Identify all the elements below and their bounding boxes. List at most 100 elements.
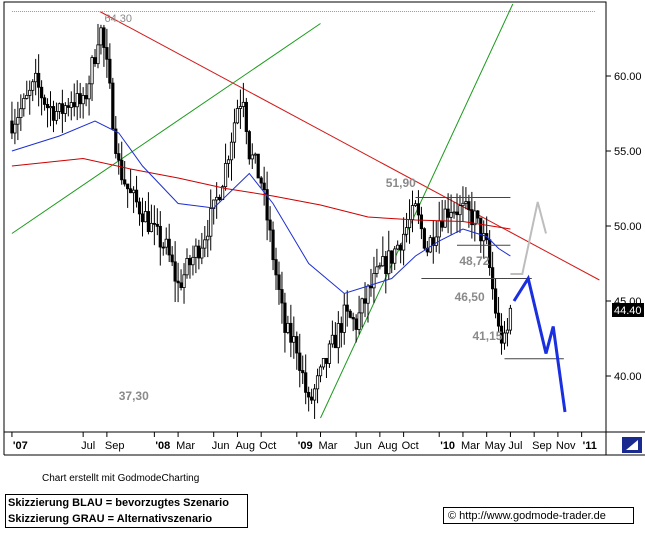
candle-body	[271, 229, 275, 261]
candle-body	[212, 199, 216, 209]
candle-body	[333, 334, 337, 349]
candle-body	[111, 82, 115, 130]
candle-body	[87, 83, 91, 100]
candle-body	[351, 317, 355, 320]
candle-body	[209, 208, 213, 237]
candle-body	[413, 203, 418, 206]
candle-body	[84, 95, 88, 100]
candle-body	[342, 304, 346, 333]
time-tick-label: '08	[155, 440, 170, 452]
time-tick-label: May	[485, 440, 506, 452]
candle-body	[473, 210, 477, 226]
time-tick-label: '07	[13, 440, 28, 452]
candle-body	[268, 219, 272, 231]
candle-body	[78, 93, 82, 105]
time-tick-label: Jun	[212, 440, 230, 452]
candle-body	[137, 201, 142, 215]
candle-body	[428, 237, 432, 253]
candle-body	[182, 274, 186, 288]
candle-body	[292, 336, 296, 343]
candle-body	[37, 72, 41, 88]
candle-body	[194, 245, 198, 258]
time-tick-label: '09	[298, 440, 313, 452]
candle-body	[10, 120, 14, 134]
candle-body	[120, 159, 124, 181]
candle-body	[117, 153, 121, 161]
scenario-blue-path	[512, 274, 567, 413]
candle-body	[129, 188, 133, 194]
trendline	[99, 11, 600, 281]
candle-body	[134, 189, 139, 203]
scenario-grey-path	[510, 201, 547, 275]
candle-body	[235, 108, 240, 124]
candle-body	[51, 106, 56, 121]
level-label: 41,15	[472, 329, 502, 343]
candle-body	[206, 235, 210, 241]
scroll-corner-icon[interactable]	[622, 437, 642, 453]
time-tick-label: Mar	[319, 440, 338, 452]
candle-body	[114, 128, 118, 154]
candle-body	[307, 391, 311, 398]
candle-body	[31, 81, 35, 91]
candle-body	[327, 343, 332, 364]
time-tick-label: Nov	[556, 440, 576, 452]
candle-body	[277, 274, 281, 290]
price-tick-label: 55.00	[614, 146, 642, 158]
candle-body	[72, 102, 76, 108]
candle-body	[505, 329, 510, 334]
candle-body	[298, 352, 302, 371]
candle-body	[440, 220, 444, 228]
candle-body	[286, 322, 290, 333]
price-tick-label: 60.00	[614, 71, 642, 83]
candle-body	[508, 307, 513, 331]
candle-body	[295, 336, 299, 354]
candle-body	[197, 245, 201, 259]
candle-body	[345, 304, 349, 312]
candle-body	[93, 57, 97, 65]
candle-body	[191, 256, 195, 266]
candle-body	[410, 205, 415, 220]
candle-body	[312, 388, 317, 401]
candle-body	[321, 357, 326, 368]
candle-body	[493, 288, 498, 314]
candle-body	[422, 228, 426, 249]
candle-body	[223, 163, 228, 188]
candle-body	[366, 285, 370, 304]
candle-body	[108, 58, 112, 84]
candle-body	[75, 93, 79, 108]
candle-body	[45, 104, 50, 109]
trendline	[320, 3, 514, 419]
candle-body	[387, 250, 391, 275]
candle-body	[185, 258, 189, 276]
candle-body	[155, 223, 159, 227]
candle-body	[393, 248, 397, 264]
candle-body	[363, 298, 367, 304]
candle-body	[40, 86, 44, 99]
candle-body	[301, 370, 305, 374]
candle-body	[348, 310, 352, 318]
candle-body	[452, 211, 456, 214]
time-tick-label: Jul	[508, 440, 522, 452]
candle-body	[375, 266, 379, 274]
candle-body	[402, 233, 406, 251]
scenario-legend: Skizzierung BLAU = bevorzugtes Szenario …	[5, 494, 248, 528]
candle-body	[404, 227, 409, 235]
candle-body	[176, 280, 180, 284]
candle-body	[188, 258, 192, 266]
candle-body	[396, 244, 400, 250]
candle-body	[419, 214, 424, 230]
candle-body	[200, 247, 204, 259]
candle-body	[449, 212, 453, 218]
time-tick-label: Mar	[176, 440, 195, 452]
candle-body	[372, 273, 376, 289]
candle-body	[96, 44, 100, 65]
price-tick-label: 40.00	[614, 371, 642, 383]
level-label: 64.30	[105, 13, 133, 25]
candle-body	[54, 111, 59, 121]
candle-body	[455, 211, 459, 216]
website-link[interactable]: © http://www.godmode-trader.de	[443, 507, 634, 524]
level-label: 51,90	[386, 176, 416, 190]
candle-body	[476, 210, 480, 219]
level-label: 46,50	[455, 290, 485, 304]
